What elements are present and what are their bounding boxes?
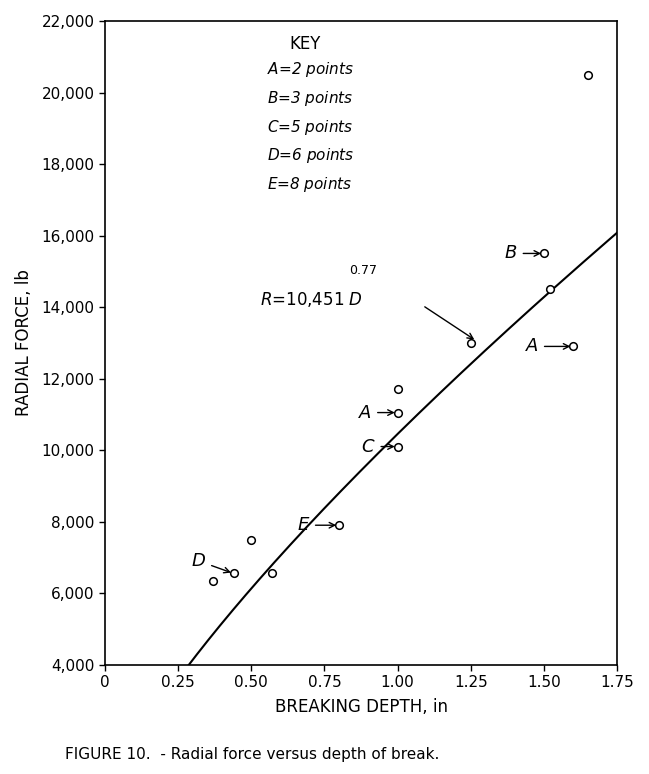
Text: $A$=2 points: $A$=2 points [267,60,354,80]
X-axis label: BREAKING DEPTH, in: BREAKING DEPTH, in [275,698,448,717]
Text: $C$: $C$ [361,437,393,456]
Y-axis label: RADIAL FORCE, lb: RADIAL FORCE, lb [15,269,33,416]
Text: $A$: $A$ [358,403,393,422]
Text: $B$=3 points: $B$=3 points [267,89,354,108]
Text: $C$=5 points: $C$=5 points [267,118,354,136]
Text: $E$: $E$ [297,516,335,534]
Text: FIGURE 10.  - Radial force versus depth of break.: FIGURE 10. - Radial force versus depth o… [65,748,439,762]
Text: $D$=6 points: $D$=6 points [267,146,355,165]
Text: $A$: $A$ [525,337,569,355]
Text: $R$=10,451 $D$: $R$=10,451 $D$ [260,290,363,310]
Text: $D$: $D$ [191,552,230,573]
Text: $B$: $B$ [504,245,539,262]
Text: $E$=8 points: $E$=8 points [267,175,353,194]
Text: KEY: KEY [289,36,321,53]
Text: 0.77: 0.77 [349,264,377,276]
